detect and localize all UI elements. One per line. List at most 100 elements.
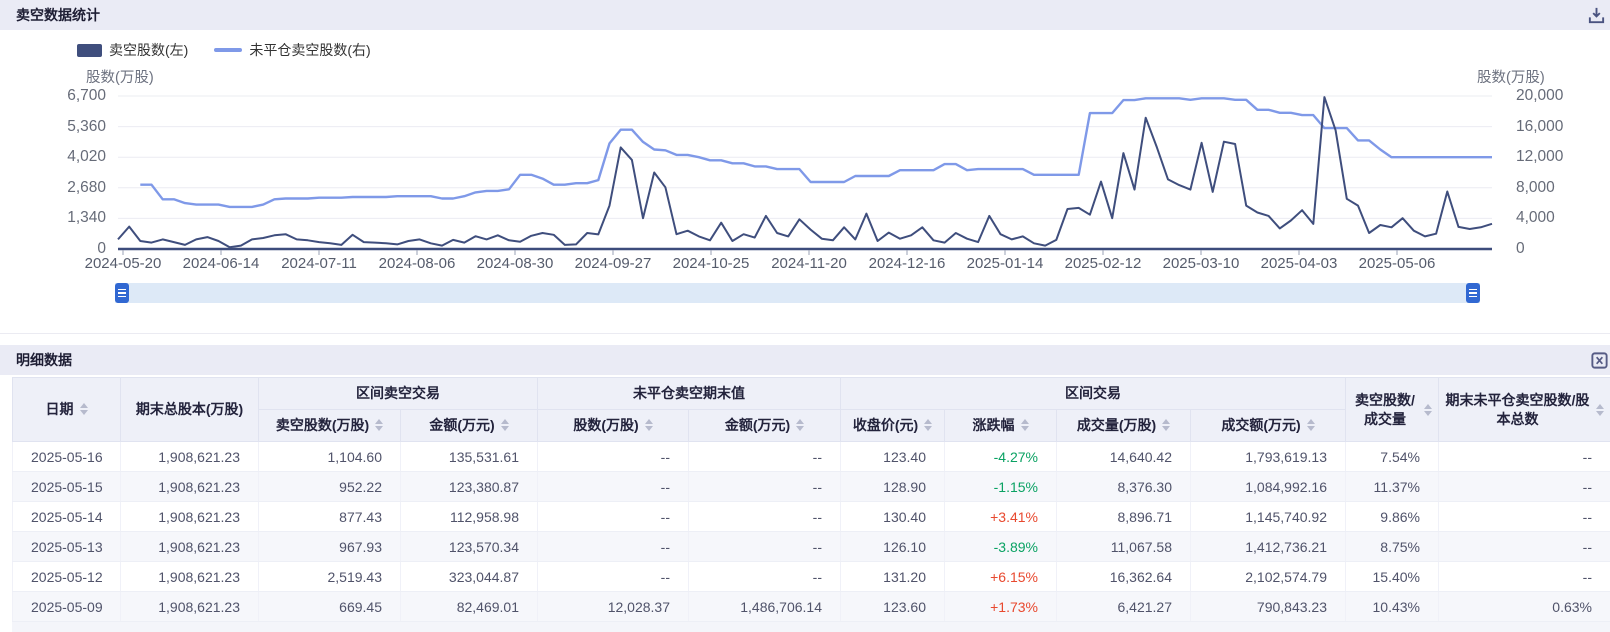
legend-label: 未平仓卖空股数(右) [249, 40, 370, 60]
sort-icon[interactable] [645, 419, 653, 431]
table-cell: -- [538, 532, 689, 562]
datazoom-right-handle[interactable] [1466, 283, 1480, 303]
sort-icon[interactable] [375, 419, 383, 431]
table-cell: 1,793,619.13 [1191, 442, 1346, 472]
right-axis-tick: 4,000 [1516, 208, 1600, 228]
column-header[interactable]: 收盘价(元) [841, 410, 945, 442]
table-cell: 1,908,621.23 [121, 592, 259, 622]
column-header-label: 卖空股数(万股) [276, 416, 369, 435]
table-cell: 131.20 [841, 562, 945, 592]
column-header[interactable]: 涨跌幅 [945, 410, 1057, 442]
download-icon[interactable] [1587, 6, 1606, 25]
right-axis-title: 股数(万股) [1477, 66, 1545, 87]
column-header[interactable]: 金额(万元) [401, 410, 538, 442]
table-cell: -- [689, 472, 841, 502]
legend-item-open-short-shares[interactable]: 未平仓卖空股数(右) [214, 40, 370, 60]
sort-icon[interactable] [1424, 404, 1432, 416]
left-axis-tick: 6,700 [28, 86, 106, 106]
excel-export-icon[interactable] [1590, 351, 1609, 370]
table-cell: 112,958.98 [401, 502, 538, 532]
table-cell: -- [1439, 472, 1610, 502]
chart-plot [0, 30, 1610, 280]
x-axis-tick: 2024-08-06 [362, 255, 472, 273]
table-cell: 0.63% [1439, 592, 1610, 622]
sort-icon[interactable] [1162, 419, 1170, 431]
table-cell: -- [1439, 562, 1610, 592]
table-cell: +1.73% [945, 592, 1057, 622]
column-header[interactable]: 金额(万元) [689, 410, 841, 442]
x-axis-tick: 2024-06-14 [166, 255, 276, 273]
short-selling-chart: 卖空股数(左) 未平仓卖空股数(右) 股数(万股) 股数(万股) 6,70020… [0, 30, 1610, 333]
x-axis-tick: 2025-01-14 [950, 255, 1060, 273]
left-axis-tick: 1,340 [28, 208, 106, 228]
right-axis-tick: 20,000 [1516, 86, 1600, 106]
legend-item-short-shares[interactable]: 卖空股数(左) [77, 40, 188, 60]
table-cell: -- [538, 562, 689, 592]
column-header[interactable]: 卖空股数(万股) [259, 410, 401, 442]
table-row: 2025-05-091,908,621.23669.4582,469.0112,… [13, 592, 1610, 622]
table-cell: 1,908,621.23 [121, 562, 259, 592]
right-axis-tick: 0 [1516, 239, 1600, 259]
table-cell: 11.37% [1346, 472, 1439, 502]
table-row: 2025-05-121,908,621.232,519.43323,044.87… [13, 562, 1610, 592]
table-cell: 1,145,740.92 [1191, 502, 1346, 532]
table-row: 2025-05-141,908,621.23877.43112,958.98--… [13, 502, 1610, 532]
sort-icon[interactable] [924, 419, 932, 431]
sort-icon[interactable] [1021, 419, 1029, 431]
column-header[interactable]: 日期 [13, 378, 121, 442]
table-cell: 2,102,574.79 [1191, 562, 1346, 592]
table-cell: 1,104.60 [259, 442, 401, 472]
x-axis-tick: 2024-12-16 [852, 255, 962, 273]
left-axis-tick: 2,680 [28, 178, 106, 198]
table-cell: 1,908,621.23 [121, 502, 259, 532]
x-axis-tick: 2024-08-30 [460, 255, 570, 273]
partial-next-row [12, 622, 1610, 632]
column-group-header: 区间卖空交易 [259, 378, 538, 410]
bar-swatch-icon [77, 44, 102, 57]
table-cell: -1.15% [945, 472, 1057, 502]
table-cell: 135,531.61 [401, 442, 538, 472]
table-cell: -- [689, 532, 841, 562]
table-cell: 2025-05-09 [13, 592, 121, 622]
sort-icon[interactable] [80, 403, 88, 415]
left-axis-tick: 5,360 [28, 117, 106, 137]
table-cell: 8,896.71 [1057, 502, 1191, 532]
column-header-label: 区间交易 [1065, 384, 1121, 403]
right-axis-tick: 8,000 [1516, 178, 1600, 198]
sort-icon[interactable] [796, 419, 804, 431]
table-cell: -- [689, 562, 841, 592]
detail-table-wrap: 日期期末总股本(万股)区间卖空交易未平仓卖空期末值区间交易卖空股数/成交量期末未… [12, 377, 1610, 622]
column-header-label: 卖空股数/成交量 [1352, 391, 1418, 429]
column-header-label: 金额(万元) [429, 416, 494, 435]
table-cell: 967.93 [259, 532, 401, 562]
column-header[interactable]: 股数(万股) [538, 410, 689, 442]
chart-section-header: 卖空数据统计 [0, 0, 1610, 30]
x-axis-tick: 2025-05-06 [1342, 255, 1452, 273]
line-swatch-icon [214, 48, 242, 52]
sort-icon[interactable] [1596, 404, 1604, 416]
table-cell: 2025-05-16 [13, 442, 121, 472]
x-axis-tick: 2025-02-12 [1048, 255, 1158, 273]
table-cell: 15.40% [1346, 562, 1439, 592]
column-group-header: 区间交易 [841, 378, 1346, 410]
table-cell: 123,380.87 [401, 472, 538, 502]
sort-icon[interactable] [1307, 419, 1315, 431]
column-header[interactable]: 期末未平仓卖空股数/股本总数 [1439, 378, 1610, 442]
column-header[interactable]: 成交额(万元) [1191, 410, 1346, 442]
table-cell: 9.86% [1346, 502, 1439, 532]
column-header[interactable]: 成交量(万股) [1057, 410, 1191, 442]
table-cell: 10.43% [1346, 592, 1439, 622]
x-axis-tick: 2024-07-11 [264, 255, 374, 273]
table-cell: 1,908,621.23 [121, 472, 259, 502]
column-header-label: 金额(万元) [725, 416, 790, 435]
datazoom-left-handle[interactable] [115, 283, 129, 303]
chart-legend: 卖空股数(左) 未平仓卖空股数(右) [77, 40, 371, 60]
sort-icon[interactable] [501, 419, 509, 431]
table-cell: 2025-05-15 [13, 472, 121, 502]
x-axis-tick: 2024-11-20 [754, 255, 864, 273]
column-header[interactable]: 卖空股数/成交量 [1346, 378, 1439, 442]
detail-table: 日期期末总股本(万股)区间卖空交易未平仓卖空期末值区间交易卖空股数/成交量期末未… [12, 377, 1610, 622]
table-cell: -- [689, 442, 841, 472]
datazoom-track[interactable] [115, 283, 1480, 303]
table-cell: 1,908,621.23 [121, 532, 259, 562]
